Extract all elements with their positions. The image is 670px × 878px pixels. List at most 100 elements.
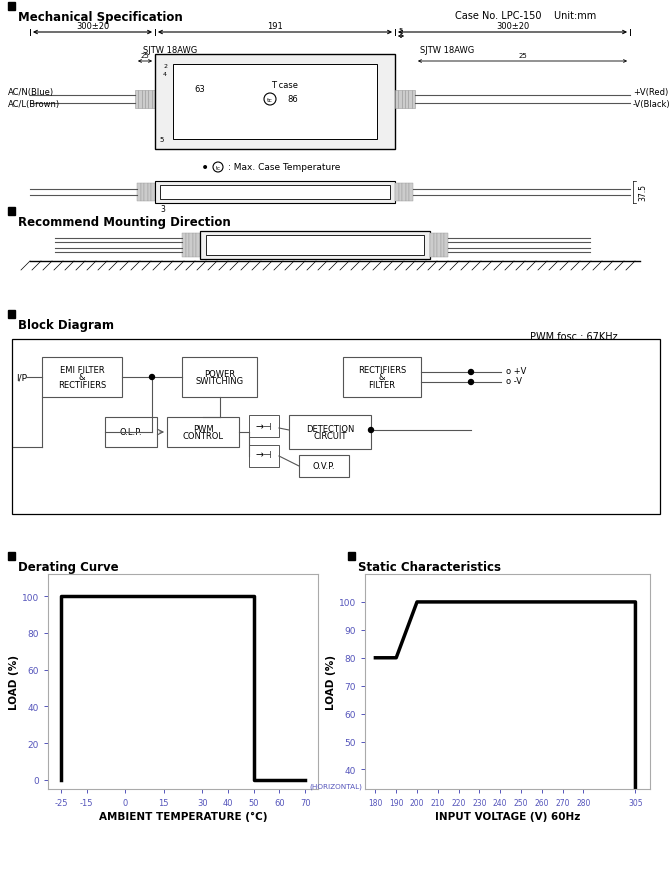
Text: 300±20: 300±20	[496, 22, 529, 31]
Circle shape	[149, 375, 155, 380]
Text: CIRCUIT: CIRCUIT	[314, 432, 346, 441]
Text: 86: 86	[287, 96, 298, 104]
Text: T case: T case	[271, 81, 299, 90]
Bar	[430, 234, 433, 258]
Text: Derating Curve: Derating Curve	[18, 560, 119, 573]
Text: SJTW 18AWG: SJTW 18AWG	[143, 46, 197, 55]
Text: SJTW 18AWG: SJTW 18AWG	[420, 46, 474, 55]
Text: 3: 3	[160, 205, 165, 213]
Bar	[405, 91, 408, 109]
Bar	[249, 445, 279, 467]
Bar	[148, 91, 151, 109]
Text: : Max. Case Temperature: : Max. Case Temperature	[228, 163, 340, 172]
Bar	[411, 91, 415, 109]
Text: Mechanical Specification: Mechanical Specification	[18, 11, 183, 24]
Bar	[186, 234, 189, 258]
Bar	[141, 184, 144, 202]
Text: tc: tc	[216, 165, 220, 170]
Text: DETECTION: DETECTION	[306, 424, 354, 433]
Bar	[395, 91, 399, 109]
Y-axis label: LOAD (%): LOAD (%)	[9, 654, 19, 709]
Bar	[196, 234, 200, 258]
Bar	[399, 184, 402, 202]
Bar	[348, 552, 355, 560]
Circle shape	[468, 371, 474, 375]
Circle shape	[468, 380, 474, 385]
Text: EMI FILTER: EMI FILTER	[60, 365, 105, 375]
Text: FILTER: FILTER	[369, 380, 395, 390]
Text: 63: 63	[194, 85, 206, 95]
Text: CONTROL: CONTROL	[182, 432, 224, 441]
Text: AC/N(Blue): AC/N(Blue)	[8, 88, 54, 97]
Bar	[408, 91, 411, 109]
Bar	[193, 234, 196, 258]
Text: O.V.P.: O.V.P.	[313, 462, 335, 471]
Bar	[12, 340, 660, 515]
Text: Recommend Mounting Direction: Recommend Mounting Direction	[18, 216, 230, 229]
Text: RECTIFIERS: RECTIFIERS	[358, 365, 406, 375]
Text: PWM fosc : 67KHz: PWM fosc : 67KHz	[530, 332, 618, 342]
Text: →⊣: →⊣	[256, 450, 272, 459]
Bar	[441, 234, 444, 258]
Bar	[438, 234, 441, 258]
Circle shape	[369, 428, 373, 433]
Text: Static Characteristics: Static Characteristics	[358, 560, 501, 573]
Bar	[151, 91, 155, 109]
Text: &: &	[79, 373, 85, 382]
Text: o +V: o +V	[506, 367, 527, 376]
Text: RECTIFIERS: RECTIFIERS	[58, 380, 106, 390]
Bar	[145, 91, 148, 109]
Bar	[409, 184, 413, 202]
Text: 191: 191	[267, 22, 283, 31]
Bar	[8, 208, 15, 216]
Bar	[182, 357, 257, 398]
Text: tc: tc	[267, 97, 273, 103]
Text: -V(Black): -V(Black)	[633, 100, 670, 110]
Bar	[444, 234, 448, 258]
Bar	[141, 91, 145, 109]
Bar	[151, 184, 155, 202]
Text: (HORIZONTAL): (HORIZONTAL)	[309, 782, 362, 789]
Bar	[155, 182, 395, 204]
Bar	[138, 91, 141, 109]
Bar	[343, 357, 421, 398]
Bar	[173, 65, 377, 140]
Text: O.L.P.: O.L.P.	[120, 428, 142, 437]
Bar	[148, 184, 151, 202]
Text: 37.5: 37.5	[638, 184, 647, 201]
Bar	[206, 235, 424, 255]
Bar	[160, 186, 390, 200]
Bar	[137, 184, 141, 202]
Text: 5: 5	[399, 28, 403, 34]
Bar	[182, 234, 186, 258]
Bar	[105, 418, 157, 448]
Bar	[433, 234, 438, 258]
Text: 25: 25	[518, 53, 527, 59]
Bar	[8, 3, 15, 11]
Bar	[155, 55, 395, 150]
Bar	[135, 91, 138, 109]
Text: →⊣: →⊣	[256, 421, 272, 431]
Text: 300±20: 300±20	[76, 22, 109, 31]
Bar	[189, 234, 193, 258]
Bar	[167, 418, 239, 448]
Bar	[144, 184, 148, 202]
Bar	[406, 184, 409, 202]
Text: &: &	[379, 373, 385, 382]
Text: •: •	[201, 161, 209, 175]
Bar	[299, 456, 349, 478]
Text: SWITCHING: SWITCHING	[196, 377, 244, 385]
Y-axis label: LOAD (%): LOAD (%)	[326, 654, 336, 709]
Text: o -V: o -V	[506, 377, 522, 386]
Bar	[402, 91, 405, 109]
Text: Block Diagram: Block Diagram	[18, 319, 114, 332]
Bar	[200, 232, 430, 260]
Text: AC/L(Brown): AC/L(Brown)	[8, 100, 60, 110]
X-axis label: INPUT VOLTAGE (V) 60Hz: INPUT VOLTAGE (V) 60Hz	[435, 811, 580, 821]
Bar	[399, 91, 402, 109]
Text: 4: 4	[163, 72, 167, 77]
Bar	[402, 184, 406, 202]
Bar	[289, 415, 371, 450]
Bar	[249, 415, 279, 437]
Text: PWM: PWM	[193, 424, 213, 433]
